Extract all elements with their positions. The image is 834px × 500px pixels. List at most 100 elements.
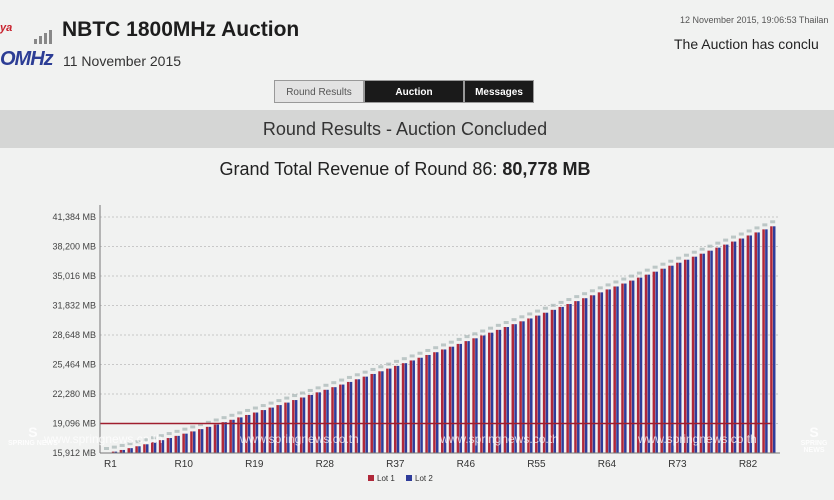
bar-value-label bbox=[448, 340, 454, 344]
bar-value-label bbox=[229, 413, 235, 417]
bar-lot1 bbox=[480, 335, 483, 453]
tab-round-results[interactable]: Round Results bbox=[274, 80, 364, 103]
revenue-chart-svg: 15,912 MB 19,096 MB 22,280 MB 25,464 MB 28,6… bbox=[52, 205, 780, 483]
bar-value-label bbox=[535, 309, 541, 313]
bar-lot1 bbox=[284, 402, 287, 453]
watermark-4: www.springnews.co.th bbox=[638, 432, 757, 446]
bar-lot2 bbox=[200, 429, 204, 453]
bar-lot1 bbox=[605, 289, 609, 453]
x-tick-label: R55 bbox=[527, 459, 546, 470]
bar-lot1 bbox=[346, 381, 350, 453]
grand-total-label: Grand Total Revenue of Round 86: bbox=[219, 159, 498, 179]
bar-value-label bbox=[683, 253, 689, 257]
bar-lot2 bbox=[631, 280, 635, 453]
bar-lot2 bbox=[498, 329, 502, 453]
bar-lot2 bbox=[584, 298, 588, 453]
bar-lot2 bbox=[741, 238, 745, 453]
bar-value-label bbox=[354, 373, 360, 377]
legend-swatch-lot1 bbox=[368, 475, 374, 481]
bar-lot2 bbox=[451, 346, 455, 453]
bar-value-label bbox=[754, 226, 760, 230]
bar-lot2 bbox=[671, 265, 674, 453]
bar-lot2 bbox=[592, 295, 596, 453]
bar-lot2 bbox=[530, 318, 533, 453]
bar-value-label bbox=[198, 423, 204, 427]
bar-value-label bbox=[519, 315, 525, 319]
bar-lot1 bbox=[770, 226, 773, 453]
legend-label-lot2[interactable]: Lot 2 bbox=[415, 474, 433, 483]
bar-lot1 bbox=[574, 301, 577, 453]
bar-lot1 bbox=[111, 451, 115, 453]
bar-value-label bbox=[472, 332, 478, 336]
bar-value-label bbox=[151, 436, 157, 440]
bar-lot2 bbox=[772, 226, 776, 453]
bar-value-label bbox=[190, 425, 196, 429]
bar-value-label bbox=[323, 383, 329, 387]
y-tick-label: 41,384 MB bbox=[52, 212, 96, 222]
bar-lot2 bbox=[765, 229, 768, 453]
bar-lot1 bbox=[229, 419, 232, 453]
bar-value-label bbox=[488, 326, 494, 330]
bar-lot1 bbox=[582, 298, 585, 453]
bar-lot2 bbox=[537, 315, 541, 453]
bar-lot2 bbox=[122, 449, 125, 453]
bar-lot2 bbox=[130, 448, 133, 453]
bar-value-label bbox=[613, 280, 619, 284]
bar-value-label bbox=[582, 292, 588, 296]
bar-lot1 bbox=[135, 446, 138, 453]
bar-lot1 bbox=[566, 304, 569, 453]
bar-lot2 bbox=[388, 368, 392, 453]
bar-lot2 bbox=[733, 241, 737, 453]
bar-lot1 bbox=[393, 365, 397, 453]
bar-value-label bbox=[574, 295, 580, 299]
bar-lot2 bbox=[232, 419, 235, 453]
bar-lot1 bbox=[683, 259, 687, 453]
bar-lot2 bbox=[114, 451, 118, 453]
bar-value-label bbox=[315, 386, 321, 390]
bar-lot2 bbox=[145, 444, 149, 453]
bar-lot2 bbox=[279, 405, 282, 453]
bar-lot2 bbox=[365, 376, 368, 453]
bar-lot2 bbox=[216, 424, 220, 453]
bar-lot1 bbox=[542, 312, 546, 453]
bar-lot1 bbox=[472, 338, 475, 453]
bar-lot2 bbox=[608, 289, 611, 453]
bar-lot1 bbox=[315, 392, 319, 453]
tab-auction-schedule[interactable]: Auction Schedule bbox=[364, 80, 464, 121]
tab-messages[interactable]: Messages bbox=[464, 80, 534, 103]
bar-lot1 bbox=[511, 324, 515, 453]
bar-lot1 bbox=[730, 241, 734, 453]
watermark-3: www.springnews.co.th bbox=[440, 432, 559, 446]
bar-lot1 bbox=[754, 232, 757, 453]
bar-lot1 bbox=[237, 417, 240, 453]
bar-value-label bbox=[409, 354, 415, 358]
bar-value-label bbox=[143, 438, 149, 442]
bar-value-label bbox=[119, 443, 125, 447]
bar-lot2 bbox=[208, 426, 212, 453]
bar-value-label bbox=[378, 365, 384, 369]
bar-value-label bbox=[730, 235, 736, 239]
legend-label-lot1[interactable]: Lot 1 bbox=[377, 474, 395, 483]
bar-lot2 bbox=[561, 306, 564, 453]
bar-lot2 bbox=[334, 387, 337, 453]
status-message: The Auction has conclu bbox=[674, 36, 819, 52]
y-tick-label: 25,464 MB bbox=[52, 360, 96, 370]
bar-value-label bbox=[597, 286, 603, 290]
bar-value-label bbox=[393, 359, 399, 363]
logo-bottom-text: OMHz bbox=[0, 48, 54, 70]
nbtc-logo: ya OMHz bbox=[0, 20, 58, 70]
y-tick-label: 15,912 MB bbox=[52, 448, 96, 458]
bar-lot1 bbox=[213, 424, 217, 453]
bar-value-label bbox=[511, 318, 517, 322]
bar-lot1 bbox=[535, 315, 538, 453]
bar-lot2 bbox=[467, 341, 470, 453]
bar-lot1 bbox=[182, 433, 185, 453]
bar-lot2 bbox=[169, 438, 173, 453]
bar-lot2 bbox=[247, 414, 251, 453]
bar-lot1 bbox=[221, 422, 225, 453]
bar-value-label bbox=[589, 289, 595, 293]
bar-lot2 bbox=[459, 343, 462, 453]
bar-lot2 bbox=[240, 417, 243, 453]
bar-lot1 bbox=[597, 292, 601, 453]
bar-value-label bbox=[292, 394, 298, 398]
